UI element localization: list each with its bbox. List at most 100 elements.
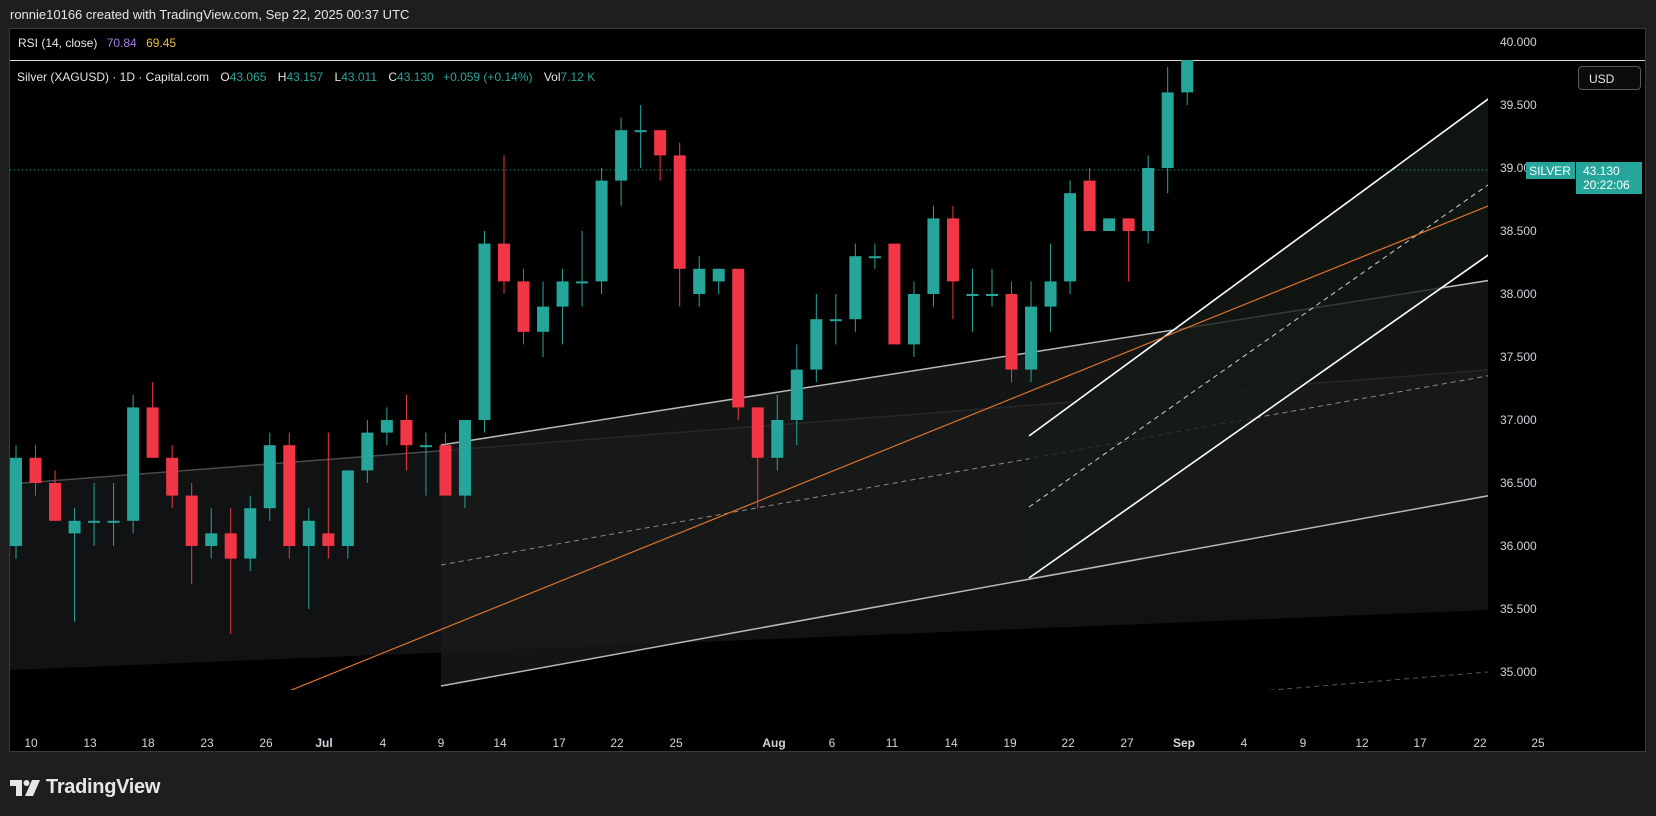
volume-value: 7.12 K xyxy=(560,70,596,84)
candle xyxy=(400,394,413,471)
candle-body xyxy=(185,495,198,546)
candle-body xyxy=(907,294,920,345)
symbol-tag-label: SILVER xyxy=(1529,164,1571,178)
candle-body xyxy=(458,420,471,496)
candle xyxy=(1142,155,1155,244)
candle-body xyxy=(712,268,725,282)
high-value: 43.157 xyxy=(286,70,324,84)
tradingview-logo-icon xyxy=(10,779,40,796)
candle xyxy=(224,508,237,635)
time-tick-label: 4 xyxy=(1241,736,1248,750)
candle-body xyxy=(751,407,764,458)
candle xyxy=(244,495,257,572)
candle xyxy=(868,243,881,269)
candle-body xyxy=(732,268,745,408)
time-tick-label: 14 xyxy=(944,736,958,750)
candle-body xyxy=(1005,294,1018,370)
steep-channel-fill xyxy=(1029,99,1488,578)
candle xyxy=(1103,218,1116,231)
candle xyxy=(712,268,725,294)
price-tick-label: 37.000 xyxy=(1500,413,1537,427)
price-tick-label: 38.000 xyxy=(1500,287,1537,301)
candle xyxy=(907,281,920,357)
price-tick-label: 35.500 xyxy=(1500,602,1537,616)
rsi-title: RSI (14, close) xyxy=(18,36,98,50)
candle-body xyxy=(986,294,998,296)
candle-body xyxy=(224,533,237,559)
time-tick-label: Sep xyxy=(1173,736,1195,750)
candle xyxy=(927,205,940,307)
candle-body xyxy=(966,294,979,296)
candle xyxy=(966,268,979,332)
currency-button[interactable]: USD xyxy=(1578,66,1641,90)
candle xyxy=(146,382,159,458)
price-tag-bg xyxy=(1576,162,1642,194)
long-term-channel-mid xyxy=(1266,671,1488,690)
price-tick-label: 37.500 xyxy=(1500,350,1537,364)
candle xyxy=(1122,218,1135,282)
time-tick-label: 13 xyxy=(83,736,97,750)
rsi-pane[interactable]: RSI (14, close) 70.84 69.45 xyxy=(10,29,1645,61)
candle-body xyxy=(1083,180,1096,231)
time-tick-label: 27 xyxy=(1120,736,1134,750)
candle-body xyxy=(302,520,315,546)
symbol-legend[interactable]: Silver (XAGUSD) · 1D · Capital.com O43.0… xyxy=(17,70,595,84)
candle xyxy=(849,243,862,332)
candle xyxy=(166,445,179,509)
candle-body xyxy=(1103,218,1116,231)
steep-channel-upper xyxy=(1028,98,1488,437)
candle xyxy=(537,281,550,357)
mid-channel-mid xyxy=(440,375,1488,566)
low-label: L xyxy=(334,70,342,84)
candle-body xyxy=(1181,60,1194,93)
candle xyxy=(29,445,42,496)
candle xyxy=(556,268,569,345)
volume-label: Vol xyxy=(543,70,561,84)
candle-body xyxy=(927,218,940,294)
candle xyxy=(439,432,452,496)
candle-body xyxy=(478,243,491,420)
mid-channel-lower xyxy=(440,495,1488,687)
candle-body xyxy=(829,319,842,322)
time-tick-label: 4 xyxy=(380,736,387,750)
candle-body xyxy=(439,445,452,496)
time-tick-label: 6 xyxy=(829,736,836,750)
footer-brand: TradingView xyxy=(46,776,161,798)
candle xyxy=(205,508,218,559)
price-axis[interactable]: 35.000 35.500 36.000 36.500 37.000 37.500 38.0… xyxy=(1500,0,1537,679)
candle-body xyxy=(673,155,686,269)
steep-channel-lower xyxy=(1028,254,1488,579)
candle-body xyxy=(166,457,179,496)
candle-body xyxy=(1142,168,1155,231)
time-tick-label: 25 xyxy=(669,736,683,750)
candle-body xyxy=(341,470,354,546)
time-tick-label: Aug xyxy=(762,736,785,750)
candle xyxy=(185,483,198,584)
candle xyxy=(302,508,315,609)
candle xyxy=(654,130,667,181)
candle xyxy=(49,470,62,521)
price-tick-label: 39.500 xyxy=(1500,98,1537,112)
time-tick-label: 23 xyxy=(200,736,214,750)
candle-body xyxy=(946,218,959,282)
candle xyxy=(498,155,510,294)
time-axis[interactable]: 10 13 18 23 26 Jul 4 9 14 17 22 25 Aug 6 11 14 19 22 27 Sep… xyxy=(24,736,1545,750)
candle-body xyxy=(517,281,530,332)
time-tick-label: 12 xyxy=(1355,736,1369,750)
candle xyxy=(107,483,120,546)
candle-body xyxy=(29,457,42,483)
candle-body xyxy=(361,432,374,471)
tradingview-logo[interactable]: TradingView xyxy=(10,776,160,799)
candle-body xyxy=(88,520,101,523)
time-tick-label: 11 xyxy=(886,736,899,750)
candle-body xyxy=(868,256,881,259)
time-tick-label: 9 xyxy=(1300,736,1307,750)
candle-body xyxy=(576,281,589,284)
time-tick-label: 22 xyxy=(610,736,624,750)
candle xyxy=(478,231,491,433)
candle xyxy=(1005,281,1018,383)
price-tick-label: 40.000 xyxy=(1500,35,1537,49)
candle-body xyxy=(1025,306,1038,370)
author-credit: ronnie10166 created with TradingView.com… xyxy=(10,7,410,22)
